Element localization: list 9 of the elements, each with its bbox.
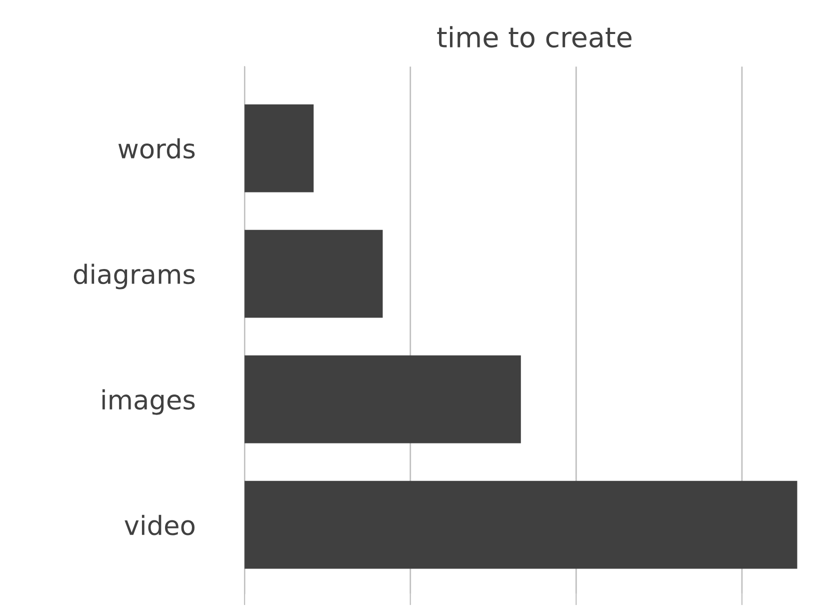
y-tick-label: words	[118, 138, 195, 159]
bar	[244, 230, 383, 318]
bar	[244, 104, 314, 192]
y-tick-label: video	[124, 514, 194, 536]
chart-title: time to create	[437, 26, 632, 48]
y-tick-label: diagrams	[74, 264, 195, 290]
bar	[244, 355, 521, 444]
bar	[244, 480, 798, 569]
y-tick-label: images	[102, 389, 195, 415]
